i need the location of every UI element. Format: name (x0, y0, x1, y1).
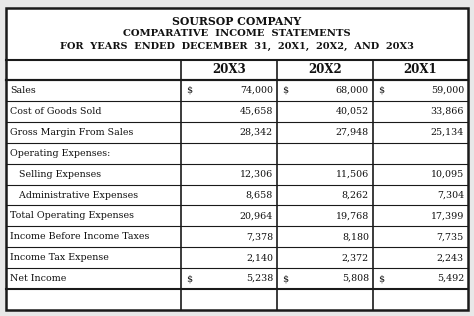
Text: SOURSOP COMPANY: SOURSOP COMPANY (173, 16, 301, 27)
Text: 19,768: 19,768 (336, 211, 369, 220)
Text: 74,000: 74,000 (240, 86, 273, 95)
Text: 8,180: 8,180 (342, 232, 369, 241)
Text: Gross Margin From Sales: Gross Margin From Sales (10, 128, 133, 137)
Text: 7,735: 7,735 (437, 232, 464, 241)
Text: 17,399: 17,399 (430, 211, 464, 220)
Text: $: $ (378, 86, 384, 95)
Text: Income Tax Expense: Income Tax Expense (10, 253, 109, 262)
Text: Total Operating Expenses: Total Operating Expenses (10, 211, 134, 220)
Text: 2,140: 2,140 (246, 253, 273, 262)
Text: FOR  YEARS  ENDED  DECEMBER  31,  20X1,  20X2,  AND  20X3: FOR YEARS ENDED DECEMBER 31, 20X1, 20X2,… (60, 42, 414, 51)
Text: 20X1: 20X1 (404, 63, 438, 76)
Text: 2,243: 2,243 (437, 253, 464, 262)
Text: $: $ (186, 274, 192, 283)
Text: 7,304: 7,304 (437, 191, 464, 199)
Text: 2,372: 2,372 (342, 253, 369, 262)
Text: Selling Expenses: Selling Expenses (10, 170, 101, 179)
Text: 5,808: 5,808 (342, 274, 369, 283)
Text: 27,948: 27,948 (336, 128, 369, 137)
Text: 8,262: 8,262 (342, 191, 369, 199)
Text: 59,000: 59,000 (431, 86, 464, 95)
Text: 40,052: 40,052 (336, 107, 369, 116)
Text: 20,964: 20,964 (240, 211, 273, 220)
Text: $: $ (282, 274, 288, 283)
Text: Operating Expenses:: Operating Expenses: (10, 149, 110, 158)
Text: 10,095: 10,095 (431, 170, 464, 179)
Text: Sales: Sales (10, 86, 36, 95)
Text: 33,866: 33,866 (430, 107, 464, 116)
Text: 45,658: 45,658 (240, 107, 273, 116)
Text: 7,378: 7,378 (246, 232, 273, 241)
Text: 5,238: 5,238 (246, 274, 273, 283)
Text: 25,134: 25,134 (431, 128, 464, 137)
Text: 11,506: 11,506 (336, 170, 369, 179)
Text: 68,000: 68,000 (336, 86, 369, 95)
Text: 8,658: 8,658 (246, 191, 273, 199)
Text: 12,306: 12,306 (240, 170, 273, 179)
Text: Administrative Expenses: Administrative Expenses (10, 191, 138, 199)
Text: Net Income: Net Income (10, 274, 66, 283)
Text: 20X3: 20X3 (212, 63, 246, 76)
Text: COMPARATIVE  INCOME  STATEMENTS: COMPARATIVE INCOME STATEMENTS (123, 29, 351, 38)
Text: 28,342: 28,342 (240, 128, 273, 137)
Text: $: $ (186, 86, 192, 95)
Text: $: $ (378, 274, 384, 283)
Text: Cost of Goods Sold: Cost of Goods Sold (10, 107, 101, 116)
Text: Income Before Income Taxes: Income Before Income Taxes (10, 232, 149, 241)
Text: $: $ (282, 86, 288, 95)
Text: 20X2: 20X2 (308, 63, 342, 76)
Text: 5,492: 5,492 (437, 274, 464, 283)
